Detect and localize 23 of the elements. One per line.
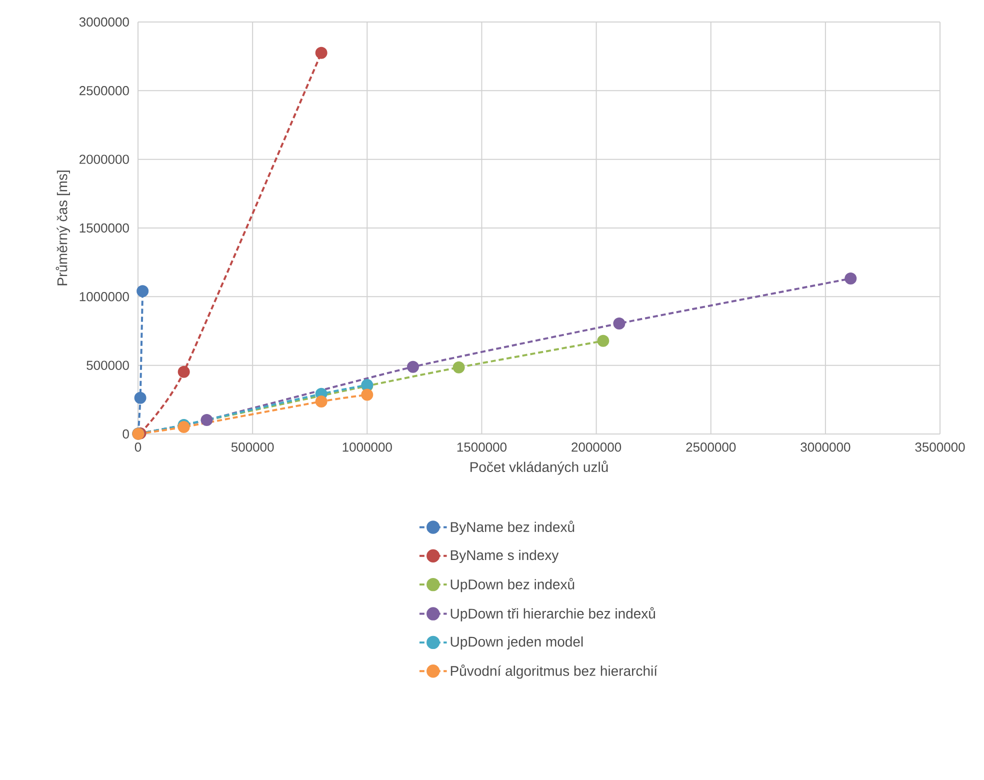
x-tick-label: 3500000 xyxy=(915,442,965,452)
y-axis-title: Průměrný čas [ms] xyxy=(56,170,70,286)
y-tick-label: 1000000 xyxy=(80,292,129,302)
x-tick-label: 0 xyxy=(134,442,142,452)
x-tick-label: 3000000 xyxy=(800,442,850,452)
y-tick-label: 0 xyxy=(122,429,129,439)
y-tick-label: 1500000 xyxy=(80,223,129,233)
legend-label: UpDown tři hierarchie bez indexů xyxy=(450,607,656,622)
x-axis-title: Počet vkládaných uzlů xyxy=(470,460,608,475)
y-tick-label: 500000 xyxy=(86,360,129,370)
x-tick-label: 2000000 xyxy=(572,442,622,452)
legend-label: Původní algoritmus bez hierarchií xyxy=(450,664,658,679)
y-tick-label: 2000000 xyxy=(80,154,129,164)
y-tick-label: 2500000 xyxy=(80,86,129,96)
x-tick-label: 1500000 xyxy=(457,442,507,452)
y-tick-label: 3000000 xyxy=(79,17,129,27)
legend-label: ByName s indexy xyxy=(450,550,559,563)
legend-label: ByName bez indexů xyxy=(450,520,574,535)
legend-label: UpDown bez indexů xyxy=(450,578,574,592)
x-tick-label: 500000 xyxy=(231,442,274,452)
x-tick-label: 1000000 xyxy=(342,442,392,452)
legend-label: UpDown jeden model xyxy=(450,636,583,650)
x-tick-label: 2500000 xyxy=(686,442,736,452)
